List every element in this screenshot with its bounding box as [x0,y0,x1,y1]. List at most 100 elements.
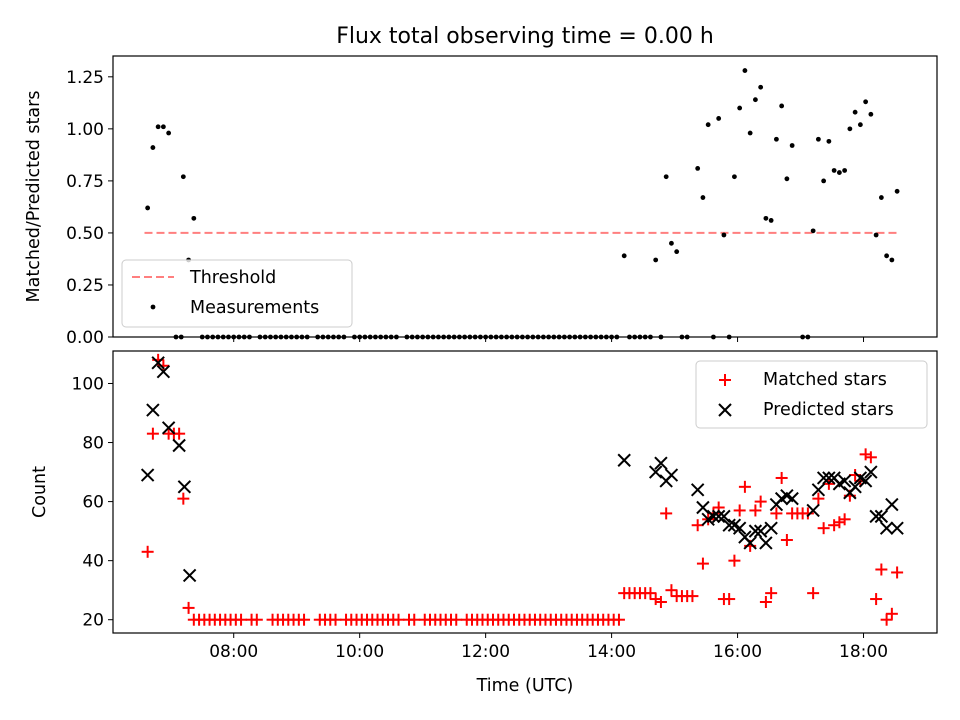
predicted-marker-stroke [654,456,668,470]
count-y-tick-label: 80 [82,434,104,454]
predicted-marker-stroke [722,518,736,532]
x-axis-label: Time (UTC) [476,676,574,696]
predicted-star-marker [617,453,631,467]
predicted-star-marker [748,524,763,538]
count-legend-box [695,360,928,429]
matched-star-marker [754,495,767,508]
matched-star-marker [392,613,405,626]
predicted-marker-stroke [785,491,799,506]
predicted-star-marker [146,403,160,417]
predicted-marker-stroke [664,468,679,482]
predicted-star-marker [848,480,862,494]
predicted-marker-stroke [696,500,710,515]
matched-star-marker [173,427,186,440]
count-panel: 08:00 10:00 12:00 14:00 16:00 18:00 20 40 60 80 1… [30,350,938,696]
predicted-star-marker [837,474,852,488]
ratio-y-tick-label: 0.50 [66,224,104,244]
predicted-marker-stroke [182,568,197,583]
measurement-point [768,218,774,223]
predicted-marker-stroke [853,471,868,485]
predicted-marker-stroke [869,509,883,524]
count-x-tick-label: 16:00 [713,642,762,662]
count-y-tick-label: 40 [82,552,104,572]
ratio-y-ticks: 0.00 0.25 0.50 0.75 1.00 1.25 [66,68,113,348]
predicted-marker-stroke [732,521,747,535]
measurement-point [160,124,166,130]
predicted-marker-stroke [764,521,778,535]
matched-star-marker [770,507,783,520]
matched-star-marker [250,613,263,626]
count-y-tick-label: 100 [72,374,104,394]
measurement-point [191,215,197,221]
predicted-marker-stroke [743,536,757,550]
measurement-point [732,174,737,180]
predicted-marker-stroke [140,468,155,482]
measurement-point [810,228,816,234]
predicted-star-marker [161,421,176,435]
count-x-tick-label: 14:00 [587,642,636,662]
matched-star-marker [728,554,741,567]
legend-threshold-label: Threshold [189,268,276,288]
matched-star-marker [157,359,170,372]
figure-title: Flux total observing time = 0.00 h [336,24,714,49]
matched-star-marker [849,469,862,482]
predicted-star-marker [743,536,757,550]
predicted-star-marker [177,480,192,494]
predicted-marker-stroke [759,536,773,550]
predicted-star-marker [654,456,668,470]
predicted-star-marker [706,509,721,524]
ratio-panel: 0.00 0.25 0.50 0.75 1.00 1.25 Matched/Predict… [24,55,938,348]
measurement-point [884,253,890,259]
matched-star-marker [298,613,311,626]
predicted-star-marker [140,468,155,482]
legend-predicted-swatch [718,403,732,417]
predicted-star-marker [664,468,679,482]
matched-star-marker [775,471,788,484]
matched-star-marker [146,427,159,440]
predicted-marker-stroke [151,356,165,370]
predicted-star-marker [885,497,899,512]
matched-star-marker [875,563,888,576]
count-x-tick-label: 12:00 [461,642,510,662]
measurement-point [826,138,832,144]
measurement-point [663,174,669,180]
matched-star-marker [759,595,772,608]
matched-star-marker [235,613,248,626]
predicted-marker-stroke [816,471,831,485]
count-x-tick-label: 10:00 [335,642,384,662]
predicted-marker-stroke [748,524,763,538]
legend-measurements-swatch [150,304,156,310]
measurement-point [705,122,711,128]
predicted-marker-stroke [890,521,904,535]
predicted-marker-stroke [617,453,631,467]
predicted-marker-stroke [177,480,192,494]
predicted-marker-stroke [706,509,721,524]
matched-star-marker [691,519,704,532]
predicted-star-marker [890,521,904,535]
measurement-point [784,176,790,182]
predicted-marker-stroke [648,465,663,479]
matched-star-marker [885,607,898,620]
predicted-marker-stroke [874,509,889,524]
predicted-star-marker [879,521,894,535]
matched-star-marker [329,613,342,626]
measurement-point [758,84,764,90]
predicted-star-marker [759,536,773,550]
matched-star-marker [450,613,463,626]
measurement-point [852,109,858,115]
matched-star-marker [738,480,751,493]
predicted-marker-stroke [879,521,894,535]
measurement-point [836,170,842,175]
matched-star-marker [749,504,762,517]
predicted-star-marker [648,465,663,479]
measurement-point [868,111,874,117]
legend-matched-label: Matched stars [763,370,887,390]
predicted-star-marker [722,518,736,532]
predicted-marker-stroke [711,509,726,524]
count-legend: Matched stars Predicted stars [695,360,928,429]
measurement-point [831,168,837,173]
measurement-point [763,215,769,221]
measurement-point [889,257,895,263]
predicted-star-marker [182,568,197,583]
